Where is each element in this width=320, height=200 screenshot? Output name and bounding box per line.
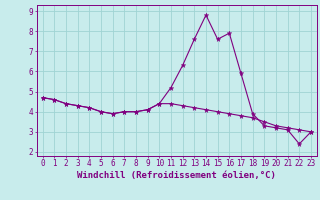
X-axis label: Windchill (Refroidissement éolien,°C): Windchill (Refroidissement éolien,°C) xyxy=(77,171,276,180)
